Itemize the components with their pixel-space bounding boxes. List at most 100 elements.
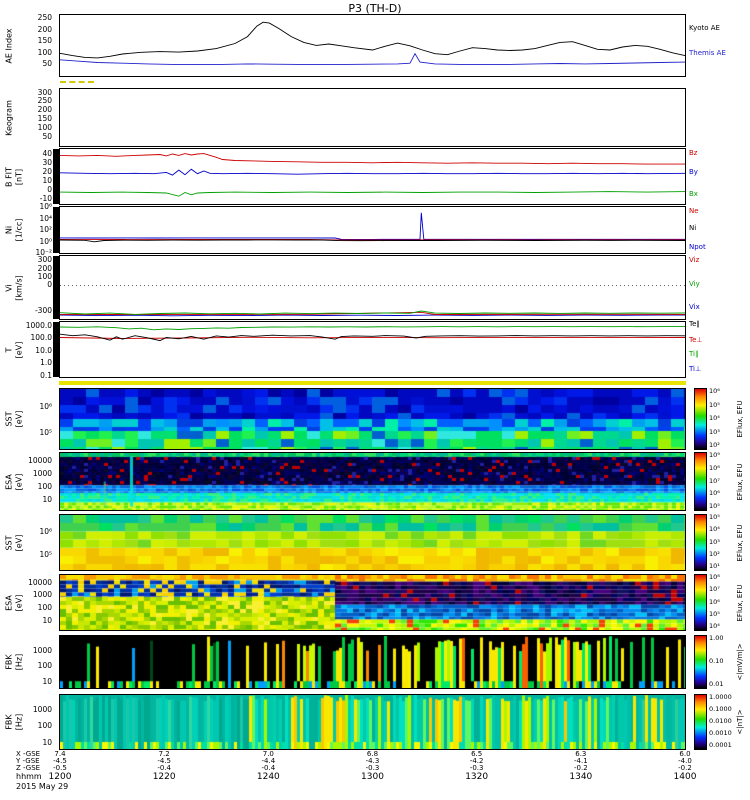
panel-density xyxy=(59,206,686,254)
left-axis-label: [Hz] xyxy=(14,713,24,731)
series-Viz xyxy=(60,311,685,316)
series-Bx xyxy=(60,191,685,197)
trace-label: Themis AE xyxy=(689,49,726,58)
colorbar-tick-label: 0.10 xyxy=(709,657,724,665)
trace-label: Ni xyxy=(689,223,697,232)
footer-value: -4.5 xyxy=(157,757,171,765)
colorbar-tick-label: 10⁷ xyxy=(709,585,720,594)
colorbar-esa-ion xyxy=(694,574,707,631)
trace-label: Bz xyxy=(689,148,698,157)
footer-value: -4.1 xyxy=(573,757,588,765)
left-axis-label: [eV] xyxy=(14,594,24,611)
spectrogram-sst-ion xyxy=(60,515,685,570)
footer-value: -0.2 xyxy=(573,764,588,772)
x-tick-label: 1200 xyxy=(48,772,72,782)
left-axis-label: Ni xyxy=(4,225,14,235)
footer-value: 6.0 xyxy=(679,750,691,758)
y-tick-label: 100 xyxy=(37,603,52,612)
y-tick-label: 100 xyxy=(37,272,52,281)
trace-label: Te⊥ xyxy=(689,335,703,344)
footer-value: -4.2 xyxy=(469,757,484,765)
x-tick-label: 1220 xyxy=(152,772,176,782)
y-tick-label: 10⁶ xyxy=(39,526,52,536)
y-tick-label: 0.1 xyxy=(40,370,52,380)
y-tick-label: 150 xyxy=(37,114,52,124)
trace-label: Bx xyxy=(689,189,698,198)
colorbar-unit-label: EFlux, EFU xyxy=(736,584,744,621)
left-axis-label: B FIT xyxy=(4,166,14,187)
footer-value: -0.3 xyxy=(469,764,484,772)
plot-title: P3 (TH-D) xyxy=(348,2,402,15)
y-tick-label: 10.0 xyxy=(35,345,52,355)
left-axis-label: [1/cc] xyxy=(14,218,24,242)
footer-value: -0.2 xyxy=(678,764,692,772)
colorbar-tick-label: 10⁵ xyxy=(709,502,720,510)
spectrogram-esa-electron xyxy=(60,453,685,510)
y-tick-label: 100 xyxy=(37,47,52,57)
burst-mode-bar xyxy=(53,322,59,377)
left-axis-label: [eV] xyxy=(14,473,24,490)
y-tick-label: 200 xyxy=(37,263,52,273)
spectrogram-esa-ion xyxy=(60,575,685,630)
colorbar-tick-label: 10³ xyxy=(709,537,720,546)
spectrogram-fbk-e xyxy=(60,636,685,688)
y-tick-label: 1000 xyxy=(32,705,52,715)
panel-keogram xyxy=(59,88,686,147)
footer-value: -0.4 xyxy=(157,764,171,772)
colorbar-tick-label: 1.0000 xyxy=(709,693,732,701)
footer-value: 7.4 xyxy=(54,750,66,758)
y-tick-label: 10 xyxy=(42,676,52,686)
y-tick-label: 40 xyxy=(42,148,52,158)
colorbar-tick-label: 10⁵ xyxy=(709,513,720,521)
footer-value: -4.5 xyxy=(53,757,67,765)
footer-value: -0.3 xyxy=(365,764,380,772)
y-tick-label: 1000 xyxy=(32,645,52,655)
y-tick-label: 100 xyxy=(37,482,52,492)
y-tick-label: 10⁰ xyxy=(39,236,52,246)
y-tick-label: 10 xyxy=(42,495,52,505)
x-tick-label: 1240 xyxy=(256,772,280,782)
y-tick-label: 10² xyxy=(39,225,52,234)
colorbar-tick-label: 10² xyxy=(709,441,720,449)
colorbar-tick-label: 10⁸ xyxy=(709,463,720,472)
y-tick-label: 300 xyxy=(37,87,52,97)
panel-ae xyxy=(59,14,686,77)
y-tick-label: 200 xyxy=(37,24,52,34)
colorbar-tick-label: 10⁵ xyxy=(709,400,720,409)
spectrogram-sst-electron xyxy=(60,389,685,449)
y-tick-label: 50 xyxy=(42,132,52,142)
footer-value: -4.3 xyxy=(365,757,380,765)
trace-label: Vix xyxy=(689,303,700,311)
left-axis-label: T xyxy=(4,347,14,352)
y-tick-label: 10000 xyxy=(28,455,52,465)
footer-row-label: hhmm xyxy=(16,772,42,781)
colorbar-tick-label: 10⁵ xyxy=(709,609,720,618)
trace-label: Npot xyxy=(689,242,706,251)
y-tick-label: 1000.0 xyxy=(25,320,52,330)
left-axis-label: SST xyxy=(4,411,14,427)
colorbar-tick-label: 0.0100 xyxy=(709,717,732,725)
colorbar-unit-label: EFlux, EFU xyxy=(736,524,744,561)
y-tick-label: 100 xyxy=(37,661,52,671)
line-plot-density xyxy=(60,212,685,243)
y-tick-label: 10⁵ xyxy=(39,550,52,560)
y-tick-label: -300 xyxy=(34,305,52,315)
y-tick-label: 10⁵ xyxy=(39,427,52,437)
colorbar-tick-label: 0.01 xyxy=(709,680,724,688)
spectrogram-fbk-b xyxy=(60,695,685,749)
x-tick-label: 1340 xyxy=(569,772,593,782)
y-tick-label: 250 xyxy=(37,13,52,22)
x-tick-label: 1400 xyxy=(673,772,697,782)
y-tick-label: 10 xyxy=(42,615,52,625)
y-tick-label: 1000 xyxy=(32,469,52,479)
colorbar-tick-label: 10² xyxy=(709,549,720,558)
footer-value: 6.3 xyxy=(575,750,587,758)
panel-bfit xyxy=(59,148,686,205)
y-tick-label: 0 xyxy=(47,185,52,195)
colorbar-sst-ion xyxy=(694,514,707,571)
colorbar-tick-label: 10⁶ xyxy=(709,489,720,498)
y-tick-label: 100 xyxy=(37,721,52,731)
footer-value: -4.4 xyxy=(261,757,276,765)
colorbar-unit-label: <|nT|> xyxy=(736,709,744,735)
